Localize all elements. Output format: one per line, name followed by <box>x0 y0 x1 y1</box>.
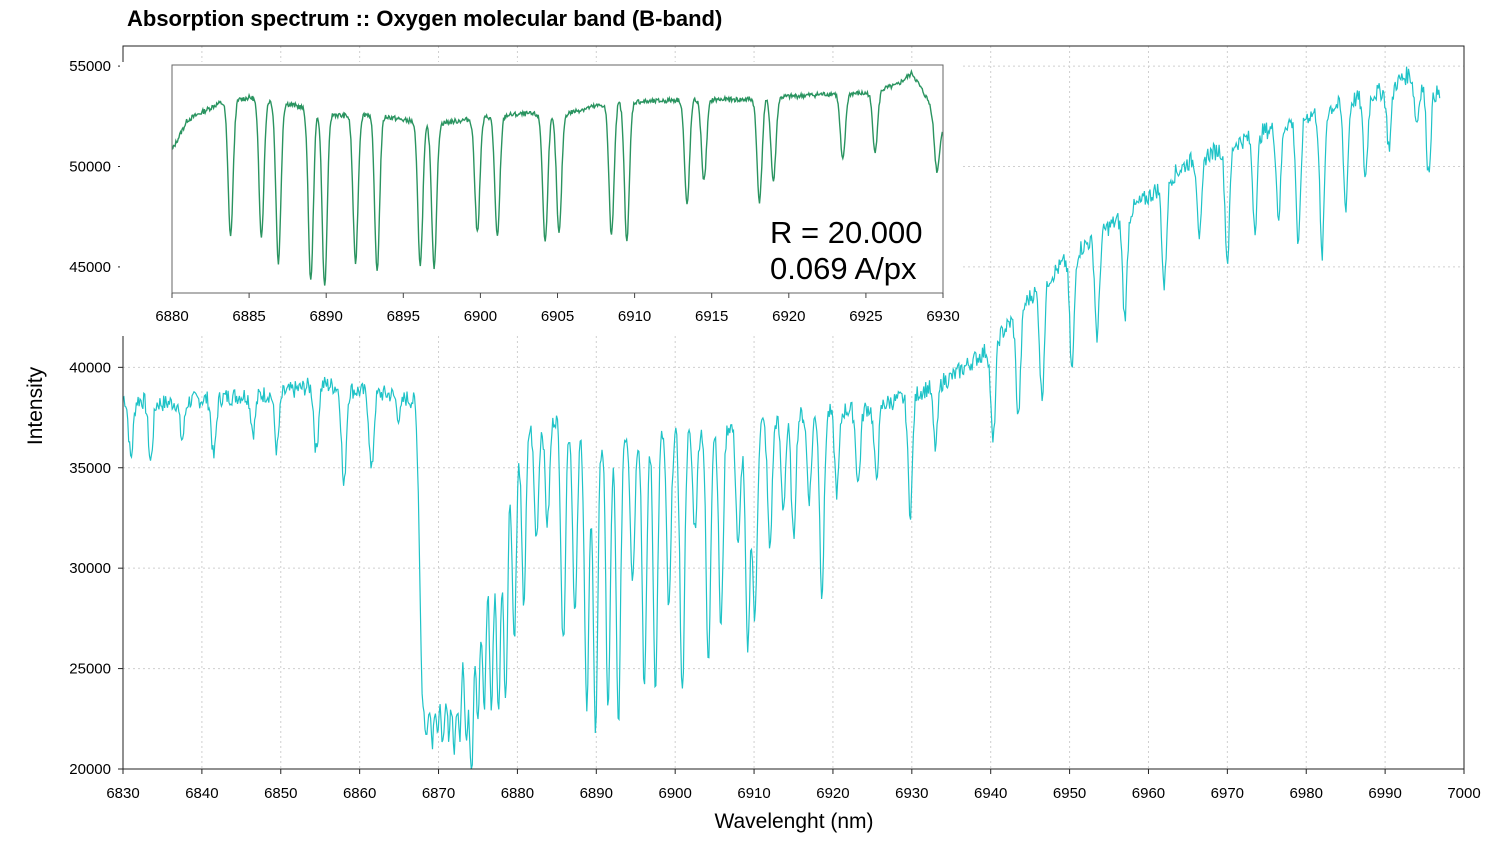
x-tick-label: 6960 <box>1132 785 1165 802</box>
inset-x-tick-label: 6910 <box>618 308 651 325</box>
inset-x-tick-label: 6900 <box>464 308 497 325</box>
inset-x-tick-label: 6880 <box>155 308 188 325</box>
inset-spectrum-line <box>171 68 944 286</box>
y-tick-label: 50000 <box>69 159 111 176</box>
x-tick-label: 6840 <box>185 785 218 802</box>
x-tick-label: 6880 <box>501 785 534 802</box>
inset-x-tick-label: 6890 <box>310 308 343 325</box>
x-tick-label: 6950 <box>1053 785 1086 802</box>
y-tick-label: 35000 <box>69 460 111 477</box>
main-spectrum-line <box>122 66 1441 770</box>
y-tick-label: 30000 <box>69 560 111 577</box>
inset-x-tick-label: 6925 <box>849 308 882 325</box>
x-tick-label: 6990 <box>1368 785 1401 802</box>
inset-x-tick-label: 6885 <box>232 308 265 325</box>
x-tick-label: 7000 <box>1447 785 1480 802</box>
x-tick-label: 6910 <box>737 785 770 802</box>
y-tick-label: 55000 <box>69 58 111 75</box>
x-tick-label: 6860 <box>343 785 376 802</box>
x-tick-label: 6890 <box>580 785 613 802</box>
y-axis-label: Intensity <box>24 366 47 445</box>
x-tick-label: 6920 <box>816 785 849 802</box>
inset-x-tick-label: 6905 <box>541 308 574 325</box>
main-x-ticks: 6830 6840 6850 6860 6870 6880 6890 6900 6910 6920… <box>106 769 1481 802</box>
main-y-ticks: 20000 25000 30000 35000 40000 45000 50000 55000 <box>69 58 123 778</box>
inset-plot: 6880 6885 6890 6895 6900 6905 6910 6915 6920 6925… <box>120 62 963 336</box>
inset-background <box>120 62 963 336</box>
x-tick-label: 6850 <box>264 785 297 802</box>
y-tick-label: 45000 <box>69 259 111 276</box>
inset-x-tick-label: 6920 <box>772 308 805 325</box>
y-tick-label: 20000 <box>69 761 111 778</box>
chart-title: Absorption spectrum :: Oxygen molecular … <box>127 6 723 31</box>
inset-x-tick-label: 6895 <box>387 308 420 325</box>
inset-series <box>171 68 944 286</box>
inset-x-tick-label: 6930 <box>926 308 959 325</box>
y-tick-label: 25000 <box>69 661 111 678</box>
inset-dispersion-label: 0.069 A/px <box>770 251 917 286</box>
x-tick-label: 6870 <box>422 785 455 802</box>
main-series <box>122 66 1441 770</box>
inset-x-ticks: 6880 6885 6890 6895 6900 6905 6910 6915 6920 6925… <box>155 293 960 325</box>
x-tick-label: 6980 <box>1290 785 1323 802</box>
x-tick-label: 6940 <box>974 785 1007 802</box>
x-tick-label: 6900 <box>658 785 691 802</box>
y-tick-label: 40000 <box>69 359 111 376</box>
inset-x-tick-label: 6915 <box>695 308 728 325</box>
x-tick-label: 6930 <box>895 785 928 802</box>
x-tick-label: 6830 <box>106 785 139 802</box>
x-axis-label: Wavelenght (nm) <box>714 810 873 833</box>
main-plot-frame <box>122 45 1465 770</box>
inset-resolution-label: R = 20.000 <box>770 215 923 250</box>
x-tick-label: 6970 <box>1211 785 1244 802</box>
